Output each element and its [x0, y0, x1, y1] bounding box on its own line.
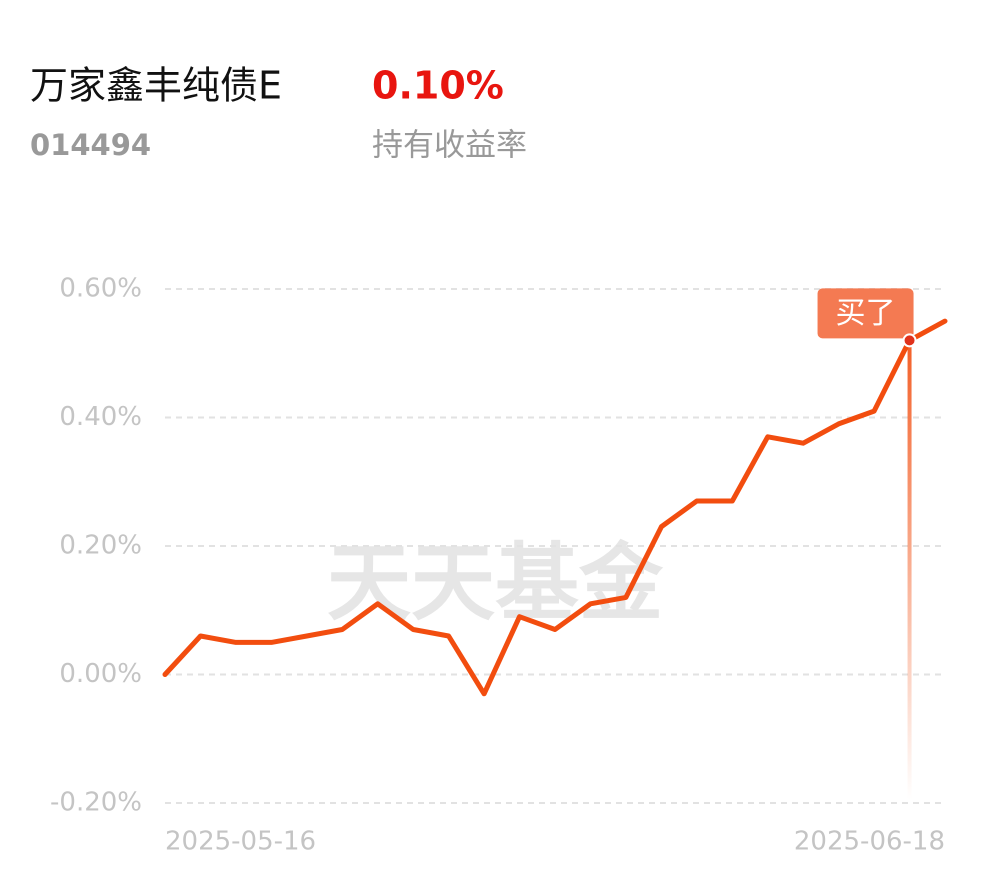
y-tick-label: 0.00%	[59, 659, 142, 689]
watermark: 天天基金	[327, 533, 664, 632]
x-tick-label: 2025-06-18	[794, 827, 945, 857]
x-tick-label: 2025-05-16	[165, 827, 316, 857]
annotation-box	[817, 288, 914, 339]
buy-drop-line	[907, 340, 912, 800]
fund-title: 万家鑫丰纯债E	[30, 64, 282, 108]
buy-point	[902, 333, 917, 348]
fund-code: 014494	[30, 128, 151, 162]
y-tick-label: 0.60%	[59, 274, 142, 304]
return-label: 持有收益率	[372, 128, 527, 164]
y-tick-label: 0.20%	[59, 531, 142, 561]
return-value: 0.10%	[372, 64, 504, 108]
line-series	[162, 318, 948, 697]
y-tick-label: 0.40%	[59, 402, 142, 432]
annotation-text: 买了	[836, 296, 896, 331]
y-tick-label: -0.20%	[50, 788, 142, 818]
